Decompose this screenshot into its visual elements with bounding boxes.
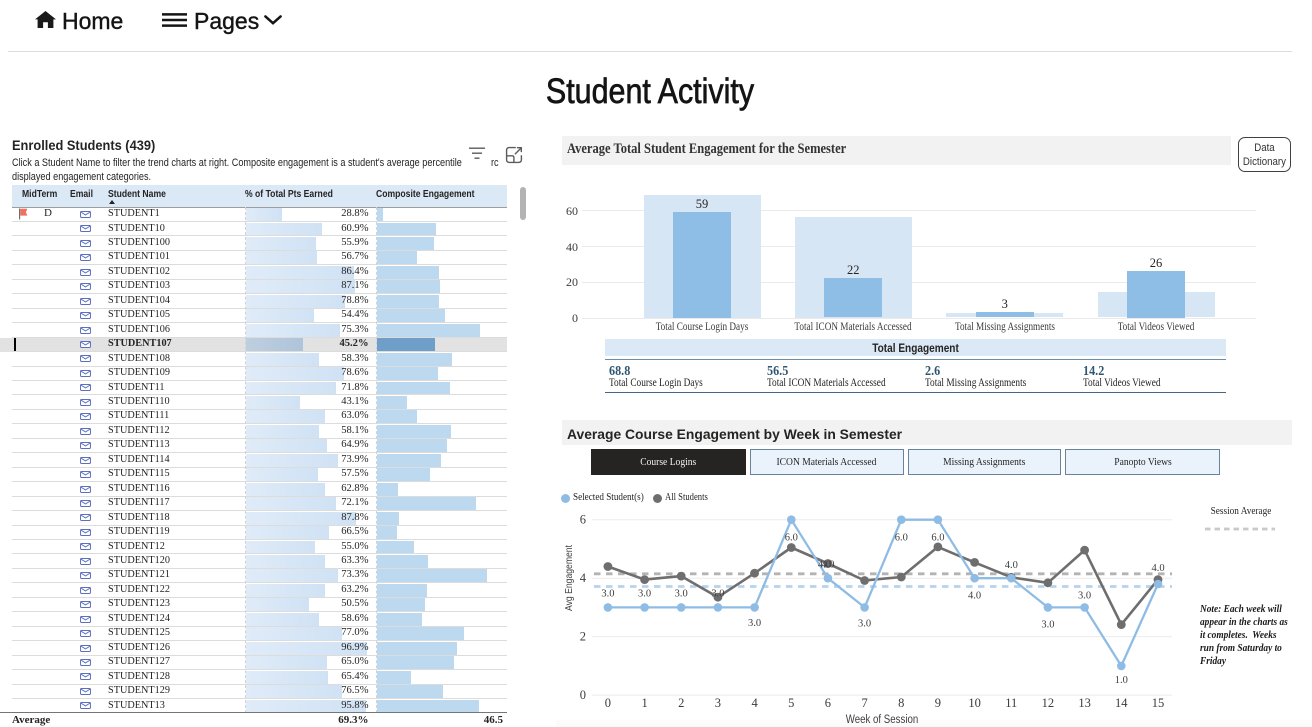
svg-text:3.0: 3.0 [748,618,761,629]
svg-text:9: 9 [935,696,941,710]
svg-text:8: 8 [898,696,904,710]
svg-text:3.0: 3.0 [858,619,871,630]
svg-text:4: 4 [751,696,758,710]
svg-text:1: 1 [641,696,647,710]
svg-text:4: 4 [580,571,587,585]
svg-text:6: 6 [825,696,831,710]
svg-text:14: 14 [1115,696,1128,710]
svg-text:5: 5 [788,696,794,710]
svg-text:6.0: 6.0 [895,532,908,543]
svg-text:4.0: 4.0 [818,559,831,570]
svg-text:10: 10 [968,696,981,710]
svg-text:3.0: 3.0 [1078,590,1091,601]
svg-text:3.0: 3.0 [638,588,651,599]
svg-text:4.0: 4.0 [1005,560,1018,571]
svg-text:0: 0 [580,688,586,702]
svg-text:3.0: 3.0 [601,588,614,599]
svg-text:11: 11 [1005,696,1017,710]
svg-text:7: 7 [861,696,867,710]
svg-text:3: 3 [715,696,721,710]
svg-text:6: 6 [580,513,586,527]
svg-text:6.0: 6.0 [931,532,944,543]
svg-text:12: 12 [1042,696,1055,710]
svg-text:6.0: 6.0 [785,532,798,543]
svg-text:4.0: 4.0 [1151,563,1164,574]
svg-text:3.0: 3.0 [675,588,688,599]
svg-text:0: 0 [605,696,611,710]
svg-text:4.0: 4.0 [821,559,834,570]
svg-text:1.0: 1.0 [1115,675,1128,686]
svg-text:2: 2 [580,630,586,644]
svg-text:13: 13 [1078,696,1091,710]
svg-text:Avg Engagement: Avg Engagement [563,545,575,611]
svg-text:3.0: 3.0 [1041,620,1054,631]
svg-text:4.0: 4.0 [968,590,981,601]
svg-text:15: 15 [1152,696,1165,710]
svg-text:Week of Session: Week of Session [846,714,919,726]
svg-text:3.0: 3.0 [711,588,724,599]
svg-text:2: 2 [678,696,684,710]
